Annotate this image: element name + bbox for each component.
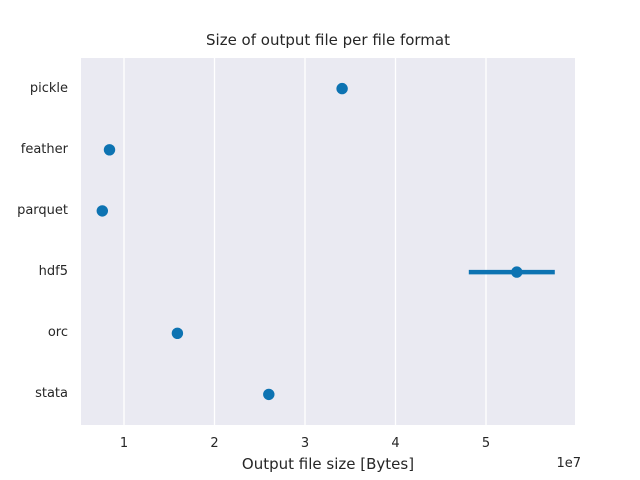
y-axis-tick-labels: pickle feather parquet hdf5 orc stata [0, 58, 68, 425]
y-tick-label: parquet [17, 202, 68, 218]
y-tick-label: pickle [29, 80, 68, 96]
data-point [263, 388, 275, 401]
chart-title: Size of output file per file format [206, 31, 450, 49]
x-axis-label: Output file size [Bytes] [241, 455, 415, 473]
y-tick-label: stata [35, 386, 68, 402]
x-tick-label: 5 [481, 436, 491, 451]
x-tick-label: 4 [391, 436, 400, 451]
x-axis-tick-labels: 1 2 3 4 5 [81, 425, 575, 451]
y-tick-label: hdf5 [38, 264, 68, 280]
plot-area [81, 58, 575, 425]
data-point [171, 327, 184, 339]
plot-canvas [96, 58, 555, 425]
x-tick-label: 1 [119, 436, 129, 451]
y-tick-label: orc [47, 325, 68, 341]
x-tick-label: 3 [300, 436, 310, 451]
data-point [103, 144, 116, 156]
data-point [511, 266, 523, 278]
axis-offset-label: 1e7 [556, 456, 581, 471]
x-tick-label: 2 [210, 436, 219, 451]
data-point [336, 82, 348, 95]
y-tick-label: feather [20, 141, 68, 157]
data-point [96, 205, 108, 217]
